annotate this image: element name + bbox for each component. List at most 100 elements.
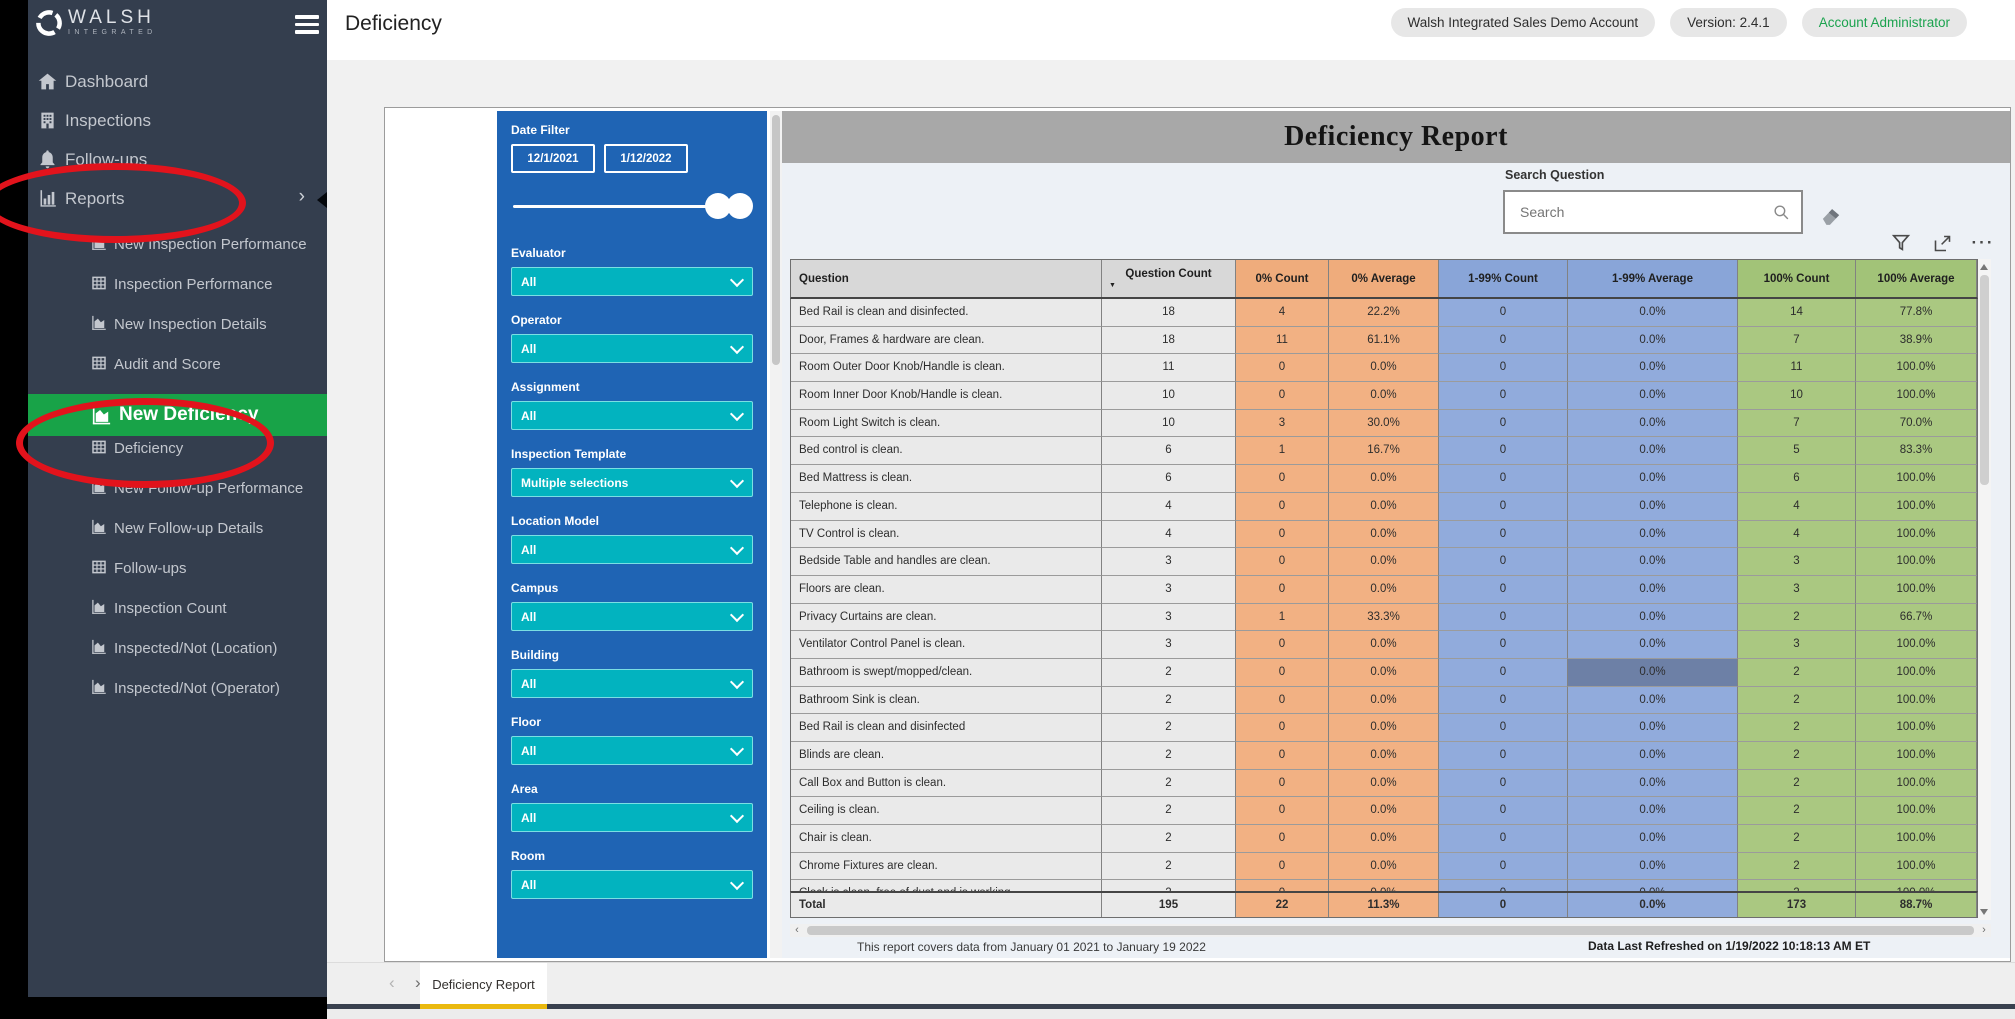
next-page-icon[interactable]: › — [415, 973, 421, 992]
table-row[interactable]: Telephone is clean. 4 0 0.0% 0 0.0% 4 10… — [791, 492, 1977, 521]
area-chart-icon — [90, 314, 108, 332]
hamburger-menu-icon[interactable] — [295, 15, 319, 38]
more-options-icon[interactable]: ··· — [1971, 233, 1995, 252]
table-row[interactable]: Bathroom Sink is clean. 2 0 0.0% 0 0.0% … — [791, 686, 1977, 715]
cell-question-count: 2 — [1102, 880, 1236, 891]
table-row[interactable]: Door, Frames & hardware are clean. 18 11… — [791, 326, 1977, 355]
scrollbar-thumb[interactable] — [1980, 275, 1989, 485]
column-header-100-average[interactable]: 100% Average — [1856, 260, 1977, 297]
table-row[interactable]: Room Inner Door Knob/Handle is clean. 10… — [791, 382, 1977, 410]
filter-dropdown[interactable]: All — [511, 401, 753, 430]
cell-100-count: 3 — [1738, 548, 1856, 576]
filter-dropdown[interactable]: All — [511, 736, 753, 765]
filter-dropdown[interactable]: All — [511, 535, 753, 564]
table-row[interactable]: Blinds are clean. 2 0 0.0% 0 0.0% 2 100.… — [791, 742, 1977, 770]
table-horizontal-scrollbar[interactable]: ‹ › — [790, 924, 1991, 937]
scroll-up-icon[interactable] — [1980, 264, 1988, 270]
table-row[interactable]: Bed control is clean. 6 1 16.7% 0 0.0% 5… — [791, 437, 1977, 466]
table-row[interactable]: Bedside Table and handles are clean. 3 0… — [791, 548, 1977, 576]
date-from-input[interactable]: 12/1/2021 — [511, 144, 595, 173]
sidebar-collapse-arrow-icon[interactable] — [317, 192, 327, 208]
role-badge[interactable]: Account Administrator — [1801, 8, 1967, 37]
cell-100-average: 100.0% — [1856, 465, 1977, 493]
table-row[interactable]: Room Light Switch is clean. 10 3 30.0% 0… — [791, 409, 1977, 438]
focus-mode-icon[interactable] — [1927, 229, 1957, 257]
sidebar-item-inspections[interactable]: Inspections — [28, 101, 327, 140]
table-row[interactable]: Chrome Fixtures are clean. 2 0 0.0% 0 0.… — [791, 852, 1977, 881]
filter-dropdown[interactable]: Multiple selections — [511, 468, 753, 497]
sidebar-item-deficiency[interactable]: Deficiency — [28, 438, 327, 458]
sidebar-item-new-inspection-performance[interactable]: New Inspection Performance — [28, 234, 327, 254]
sidebar-item-inspected-not-location[interactable]: Inspected/Not (Location) — [28, 638, 327, 658]
filter-dropdown[interactable]: All — [511, 803, 753, 832]
slider-handle-from[interactable] — [705, 193, 731, 219]
column-header-0-count[interactable]: 0% Count — [1236, 260, 1329, 297]
table-row[interactable]: Ventilator Control Panel is clean. 3 0 0… — [791, 631, 1977, 659]
filter-dropdown[interactable]: All — [511, 267, 753, 296]
column-header-0-average[interactable]: 0% Average — [1329, 260, 1439, 297]
table-row[interactable]: Chair is clean. 2 0 0.0% 0 0.0% 2 100.0% — [791, 825, 1977, 853]
table-row[interactable]: Clock is clean, free of dust and is work… — [791, 880, 1977, 891]
column-header-1-99-count[interactable]: 1-99% Count — [1439, 260, 1568, 297]
table-row[interactable]: Room Outer Door Knob/Handle is clean. 11… — [791, 354, 1977, 383]
table-row[interactable]: Privacy Curtains are clean. 3 1 33.3% 0 … — [791, 603, 1977, 632]
scroll-down-icon[interactable] — [1980, 909, 1988, 915]
scroll-right-icon[interactable]: › — [1982, 924, 1986, 936]
sidebar-item-dashboard[interactable]: Dashboard — [28, 62, 327, 101]
date-range-slider[interactable] — [511, 193, 753, 220]
cell-0-average: 0.0% — [1329, 714, 1439, 742]
sidebar-item-reports[interactable]: Reports › — [28, 179, 327, 218]
date-to-input[interactable]: 1/12/2022 — [604, 144, 688, 173]
scrollbar-thumb[interactable] — [807, 926, 1974, 935]
table-row[interactable]: Bathroom is swept/mopped/clean. 2 0 0.0%… — [791, 658, 1977, 687]
table-row[interactable]: TV Control is clean. 4 0 0.0% 0 0.0% 4 1… — [791, 520, 1977, 549]
filter-panel-scrollbar[interactable] — [770, 111, 782, 958]
tab-deficiency-report[interactable]: Deficiency Report — [420, 963, 547, 1005]
filter-dropdown[interactable]: All — [511, 669, 753, 698]
filter-dropdown[interactable]: All — [511, 602, 753, 631]
chevron-down-icon — [729, 674, 745, 689]
sidebar-item-label: New Deficiency — [119, 404, 259, 425]
filter-funnel-icon[interactable] — [1886, 229, 1916, 257]
previous-page-icon[interactable]: ‹ — [389, 973, 395, 992]
sidebar-item-inspection-count[interactable]: Inspection Count — [28, 598, 327, 618]
table-row[interactable]: Ceiling is clean. 2 0 0.0% 0 0.0% 2 100.… — [791, 797, 1977, 826]
filter-selected-value: Multiple selections — [521, 475, 629, 490]
sidebar-item-audit-and-score[interactable]: Audit and Score — [28, 354, 327, 374]
slider-handle-to[interactable] — [727, 193, 753, 219]
cell-question-count: 6 — [1102, 465, 1236, 493]
scroll-left-icon[interactable]: ‹ — [795, 924, 799, 936]
column-header-question-count[interactable]: Question Count ▼ — [1102, 260, 1236, 297]
table-row[interactable]: Bed Rail is clean and disinfected. 18 4 … — [791, 299, 1977, 327]
column-header-1-99-average[interactable]: 1-99% Average — [1568, 260, 1738, 297]
sidebar-item-new-follow-up-details[interactable]: New Follow-up Details — [28, 518, 327, 538]
sidebar-item-inspected-not-operator[interactable]: Inspected/Not (Operator) — [28, 678, 327, 698]
cell-1-99-average: 0.0% — [1568, 326, 1738, 355]
sidebar-item-follow-ups[interactable]: Follow-ups — [28, 140, 327, 179]
sidebar-item-follow-ups-report[interactable]: Follow-ups — [28, 558, 327, 578]
table-row[interactable]: Bed Mattress is clean. 6 0 0.0% 0 0.0% 6… — [791, 465, 1977, 493]
sidebar-item-new-inspection-details[interactable]: New Inspection Details — [28, 314, 327, 334]
table-row[interactable]: Floors are clean. 3 0 0.0% 0 0.0% 3 100.… — [791, 575, 1977, 604]
table-row[interactable]: Call Box and Button is clean. 2 0 0.0% 0… — [791, 769, 1977, 798]
table-body: Bed Rail is clean and disinfected. 18 4 … — [790, 299, 1978, 891]
column-header-question[interactable]: Question — [791, 260, 1102, 297]
filter-group: Inspection Template Multiple selections — [511, 447, 753, 497]
filter-dropdown[interactable]: All — [511, 334, 753, 363]
table-row[interactable]: Bed Rail is clean and disinfected 2 0 0.… — [791, 714, 1977, 742]
sidebar-item-new-follow-up-performance[interactable]: New Follow-up Performance — [28, 478, 327, 498]
sidebar-item-new-deficiency[interactable]: New Deficiency — [28, 394, 327, 436]
table-vertical-scrollbar[interactable] — [1978, 259, 1991, 920]
search-input[interactable] — [1518, 203, 1772, 221]
scrollbar-thumb[interactable] — [772, 115, 780, 365]
column-header-100-count[interactable]: 100% Count — [1738, 260, 1856, 297]
chevron-down-icon — [729, 272, 745, 287]
report-banner: Deficiency Report — [782, 111, 2010, 163]
search-box[interactable] — [1503, 190, 1803, 234]
filter-selected-value: All — [521, 274, 537, 289]
cell-1-99-average: 0.0% — [1568, 548, 1738, 576]
filter-dropdown[interactable]: All — [511, 870, 753, 899]
sidebar-item-inspection-performance[interactable]: Inspection Performance — [28, 274, 327, 294]
eraser-icon[interactable] — [1818, 201, 1844, 227]
cell-0-average: 0.0% — [1329, 880, 1439, 891]
